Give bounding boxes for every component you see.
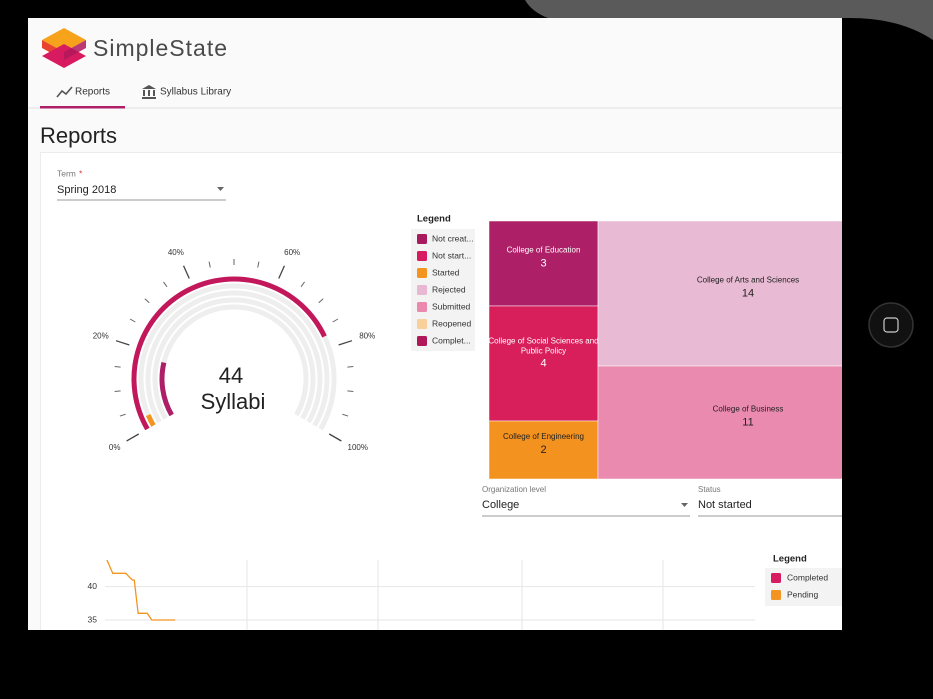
treemap-label: College of Arts and Sciences: [697, 276, 799, 285]
field-label: Organization level: [482, 485, 546, 494]
legend-label: Complet...: [432, 335, 471, 345]
gauge-minor-tick: [119, 413, 126, 417]
gauge-tick-label: 0%: [109, 443, 121, 452]
legend-label: Not start...: [432, 250, 471, 260]
treemap-label: College of Business: [713, 405, 784, 414]
dropdown-arrow[interactable]: [681, 503, 688, 507]
gauge-tick-label: 100%: [348, 443, 368, 452]
treemap-cell: [488, 420, 599, 480]
legend-label: Completed: [787, 572, 828, 582]
dynamic-layer: 0% 20% 40% 60% 80% 100% Not creat... Not start.…: [88, 220, 842, 624]
gauge-minor-tick: [342, 413, 349, 417]
required-mark: *: [79, 168, 83, 178]
gauge-arc: [131, 276, 327, 431]
treemap-cell: [488, 305, 599, 422]
legend-swatch: [417, 251, 427, 261]
gauge-tick: [278, 265, 286, 279]
gauge-minor-tick: [257, 261, 260, 268]
gauge-tick: [126, 433, 140, 442]
legend-swatch: [771, 573, 781, 583]
legend-swatch: [771, 590, 781, 600]
y-tick-label: 40: [88, 581, 98, 591]
gauge-tick-label: 20%: [93, 331, 109, 340]
gauge-minor-tick: [332, 318, 339, 323]
treemap-value: 11: [742, 416, 753, 428]
reports-icon: [56, 86, 73, 98]
gauge-unit: Syllabi: [201, 389, 266, 414]
legend-label: Submitted: [432, 301, 471, 311]
treemap-label: College of Education: [507, 246, 581, 255]
tab[interactable]: Reports: [75, 87, 110, 98]
gauge-minor-tick: [300, 281, 305, 288]
legend-label: Reopened: [432, 318, 472, 328]
treemap-value: 2: [540, 444, 546, 456]
dropdown-arrow[interactable]: [217, 187, 224, 191]
field-value[interactable]: Not started: [698, 499, 752, 511]
legend-title: Legend: [417, 214, 451, 225]
line-series: [106, 559, 176, 621]
field-value[interactable]: Spring 2018: [57, 184, 116, 196]
gauge-minor-tick: [114, 365, 121, 368]
gauge-tick: [338, 340, 353, 346]
field-label: Status: [698, 485, 721, 494]
treemap-value: 4: [540, 357, 546, 369]
gauge-minor-tick: [347, 390, 354, 393]
legend-label: Started: [432, 267, 460, 277]
home-icon: [883, 317, 899, 333]
legend-swatch: [417, 285, 427, 295]
bezel-edge: [525, 0, 933, 40]
gauge-arc: [145, 414, 156, 427]
gauge-minor-tick: [318, 298, 324, 304]
page-title: Reports: [40, 123, 117, 148]
treemap-label: College of Engineering: [503, 432, 584, 441]
gauge-minor-tick: [208, 261, 211, 268]
field-label: Term: [57, 168, 76, 178]
gauge-minor-tick: [144, 298, 150, 304]
legend-swatch: [417, 268, 427, 278]
treemap-value: 3: [540, 257, 546, 269]
legend-swatch: [417, 234, 427, 244]
library-icon: [142, 85, 156, 99]
legend-swatch: [417, 336, 427, 346]
treemap-cell: [597, 365, 842, 480]
gauge-tick: [328, 433, 342, 442]
gauge-track: [138, 283, 330, 427]
gauge-minor-tick: [129, 318, 136, 323]
treemap-label: College of Social Sciences and Public Pol…: [488, 337, 598, 356]
treemap-cell: [597, 220, 842, 367]
gauge-arc: [159, 361, 174, 417]
gauge-tick-label: 60%: [284, 248, 300, 257]
home-button[interactable]: [868, 302, 914, 348]
gauge-minor-tick: [347, 365, 354, 368]
screen: SimpleState Reports Syllabus Library Rep…: [28, 18, 842, 630]
x-grid: [246, 560, 664, 630]
legend-swatch: [417, 302, 427, 312]
gauge-tick: [115, 340, 130, 346]
gauge-tick-label: 40%: [168, 248, 184, 257]
gauge-minor-tick: [114, 390, 121, 393]
logo: [42, 28, 86, 68]
legend-swatch: [417, 319, 427, 329]
gauge-tick: [182, 265, 190, 279]
legend-title: Legend: [773, 554, 807, 565]
gauge-track: [145, 290, 323, 424]
gauge-minor-tick: [163, 281, 168, 288]
treemap-value: 14: [742, 287, 754, 299]
legend-label: Rejected: [432, 284, 466, 294]
tab[interactable]: Syllabus Library: [160, 87, 231, 98]
legend-label: Not creat...: [432, 233, 474, 243]
gauge-track: [152, 297, 316, 420]
gauge-total: 44: [219, 363, 243, 388]
legend-label: Pending: [787, 589, 818, 599]
y-tick-label: 35: [88, 614, 98, 624]
tab-indicator: [40, 106, 125, 109]
brand: SimpleState: [93, 35, 228, 61]
field-value[interactable]: College: [482, 499, 519, 511]
treemap-cell: [488, 220, 599, 307]
gauge-tick-label: 80%: [359, 331, 375, 340]
